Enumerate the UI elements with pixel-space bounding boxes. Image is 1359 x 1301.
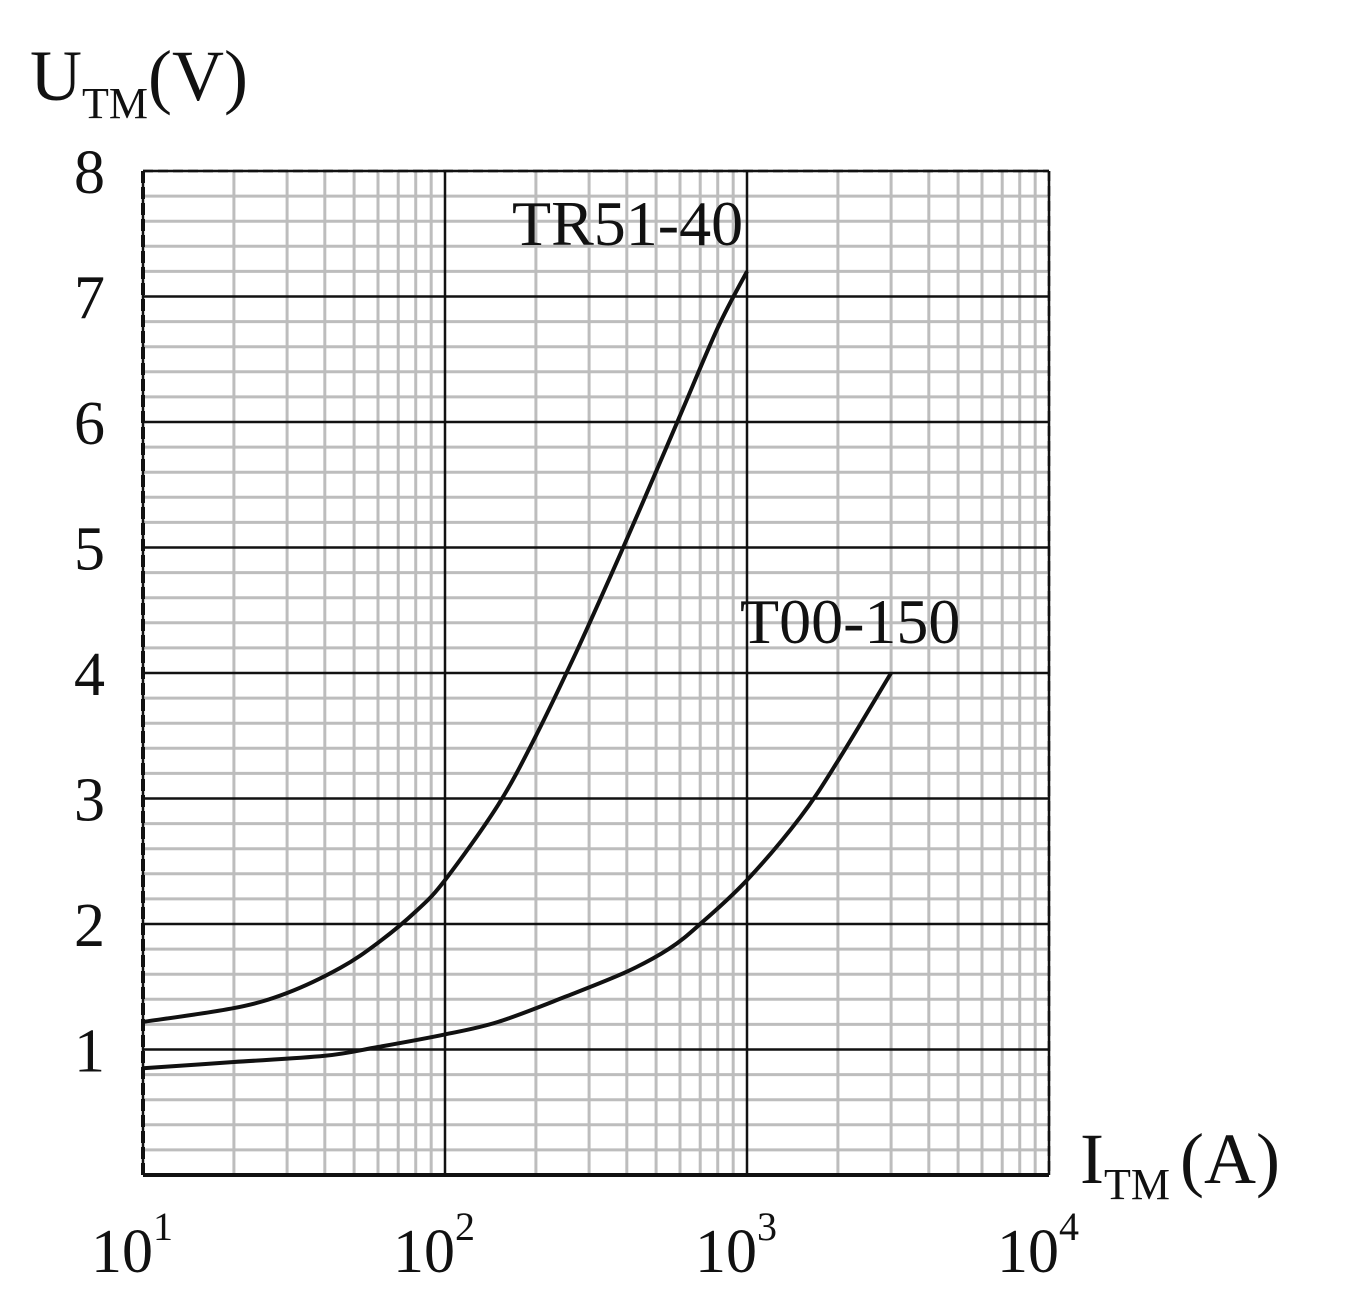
y-tick-label: 2 [74, 892, 105, 960]
x-axis-label-main: I [1080, 1119, 1104, 1199]
x-tick-base: 10 [997, 1218, 1059, 1286]
x-tick-exponent: 1 [153, 1204, 173, 1249]
y-axis-label-main: U [30, 36, 82, 116]
axes [141, 169, 1051, 1177]
x-tick-base: 10 [91, 1218, 153, 1286]
x-axis-label: ITM (A) [1080, 1119, 1280, 1209]
x-tick-exponent: 2 [455, 1204, 475, 1249]
x-tick-label: 101 [91, 1204, 173, 1286]
x-tick-base: 10 [695, 1218, 757, 1286]
curve-t00-150 [142, 671, 893, 1071]
curve-label-tr51-40: TR51-40 [512, 188, 743, 259]
x-tick-base: 10 [393, 1218, 455, 1286]
x-axis-label-unit: (A) [1180, 1119, 1280, 1199]
y-tick-label: 4 [74, 641, 105, 709]
y-tick-label: 1 [74, 1018, 105, 1086]
x-axis-label-sub: TM [1104, 1160, 1170, 1209]
x-tick-exponent: 3 [757, 1204, 777, 1249]
x-tick-label: 102 [393, 1204, 475, 1286]
curves [142, 270, 893, 1071]
y-tick-label: 7 [74, 265, 105, 333]
y-tick-label: 6 [74, 390, 105, 458]
y-axis-label-unit: (V) [148, 36, 248, 116]
x-tick-exponent: 4 [1059, 1204, 1079, 1249]
curve-labels: TR51-40 T00-150 [512, 188, 960, 657]
y-tick-label: 3 [74, 767, 105, 835]
y-axis-label: UTM(V) [30, 36, 248, 128]
y-axis-label-sub: TM [82, 79, 148, 128]
curve-tr51-40 [142, 270, 749, 1024]
y-tick-label: 8 [74, 139, 105, 207]
x-tick-label: 103 [695, 1204, 777, 1286]
curve-label-t00-150: T00-150 [740, 586, 960, 657]
x-tick-label: 104 [997, 1204, 1079, 1286]
y-tick-label: 5 [74, 516, 105, 584]
